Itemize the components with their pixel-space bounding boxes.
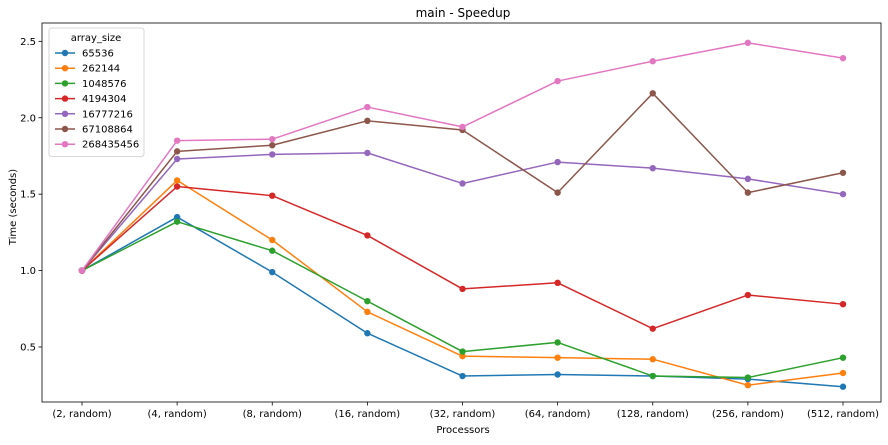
legend-label-262144: 262144 [82,64,120,75]
data-point-65536-1 [173,213,181,221]
series-line-268435456 [81,42,844,272]
y-tick-label: 1.0 [20,266,36,277]
data-point-262144-7 [744,381,752,389]
data-point-268435456-3 [364,103,371,111]
data-point-4194304-8 [839,300,847,308]
data-point-1048576-6 [649,372,656,380]
y-tick-label: 0.5 [20,342,36,353]
data-point-1048576-5 [554,339,561,346]
x-axis-label: Processors [436,425,489,436]
series-line-4194304 [81,185,844,330]
y-tick-label: 2.5 [20,37,36,48]
data-point-65536-8 [839,383,847,390]
data-point-4194304-6 [649,325,656,332]
data-point-1048576-1 [173,218,181,225]
legend-marker-268435456 [61,141,69,148]
legend-marker-1048576 [61,80,69,87]
plot-area: (2, random) (4, random) (8, random) (16, ra… [20,22,882,420]
x-tick-label: (2, random) [52,409,111,420]
data-point-268435456-4 [459,123,466,131]
legend-label-65536: 65536 [82,49,114,60]
legend-marker-4194304 [61,95,69,102]
legend-marker-262144 [61,65,69,72]
data-point-67108864-2 [269,142,276,149]
data-point-65536-3 [364,330,371,337]
data-point-268435456-7 [744,39,752,47]
data-point-67108864-8 [839,169,847,176]
data-point-268435456-8 [839,54,847,62]
x-tick-label: (128, random) [617,409,689,420]
data-point-16777216-3 [364,149,371,157]
data-point-67108864-5 [554,189,561,196]
data-point-4194304-1 [173,183,181,190]
y-axis-label: Time (seconds) [8,169,19,246]
data-point-67108864-3 [364,117,371,125]
data-point-4194304-3 [364,232,371,239]
data-point-67108864-7 [744,189,752,196]
x-tick-label: (16, random) [335,409,401,420]
data-point-65536-4 [459,372,466,380]
data-point-1048576-8 [839,354,847,361]
data-point-16777216-6 [649,164,656,172]
legend-label-4194304: 4194304 [82,94,127,105]
legend-title: array_size [71,33,122,44]
data-point-262144-2 [269,236,276,244]
x-tick-label: (64, random) [525,409,591,420]
legend-marker-67108864 [61,125,69,133]
legend-marker-16777216 [61,110,69,118]
legend-label-268435456: 268435456 [82,140,139,151]
legend-label-67108864: 67108864 [82,125,133,136]
series-line-16777216 [81,152,844,272]
data-point-1048576-3 [364,297,371,305]
data-point-268435456-0 [78,267,86,274]
data-point-1048576-4 [459,348,466,355]
data-point-16777216-2 [269,151,276,158]
data-point-262144-1 [173,177,181,184]
chart-title: main - Speedup [416,6,511,20]
data-point-262144-3 [364,308,371,316]
data-point-16777216-8 [839,190,847,198]
legend-marker-65536 [61,49,69,57]
data-point-262144-6 [649,356,656,363]
x-tick-label: (8, random) [243,409,302,420]
data-point-262144-5 [554,354,561,361]
data-point-268435456-1 [173,137,181,144]
data-point-16777216-5 [554,158,561,166]
x-tick-label: (32, random) [430,409,496,420]
data-point-268435456-5 [554,77,561,85]
data-point-16777216-4 [459,180,466,187]
y-tick-label: 1.5 [20,190,36,201]
data-point-4194304-2 [269,192,276,199]
x-tick-label: (4, random) [147,409,206,420]
data-point-4194304-7 [744,291,752,299]
data-point-1048576-2 [269,247,276,254]
data-point-268435456-6 [649,58,656,65]
x-tick-label: (256, random) [712,409,784,420]
legend-label-16777216: 16777216 [82,109,133,120]
data-point-67108864-6 [649,90,656,97]
data-point-16777216-1 [173,155,181,163]
data-point-65536-2 [269,268,276,276]
data-point-1048576-7 [744,374,752,381]
axes-frame [41,22,882,403]
data-point-268435456-2 [269,135,276,143]
data-point-262144-8 [839,369,847,377]
legend-box [48,27,145,157]
data-point-262144-4 [459,352,466,360]
data-point-67108864-1 [173,148,181,155]
x-tick-label: (512, random) [807,409,879,420]
data-point-4194304-5 [554,279,561,286]
data-point-16777216-7 [744,175,752,183]
legend: array_size 65536 262144 1048576 4194304 16777… [48,27,145,157]
data-point-65536-5 [554,371,561,378]
data-point-4194304-4 [459,285,466,293]
legend-label-1048576: 1048576 [82,79,127,90]
y-tick-label: 2.0 [20,113,36,124]
